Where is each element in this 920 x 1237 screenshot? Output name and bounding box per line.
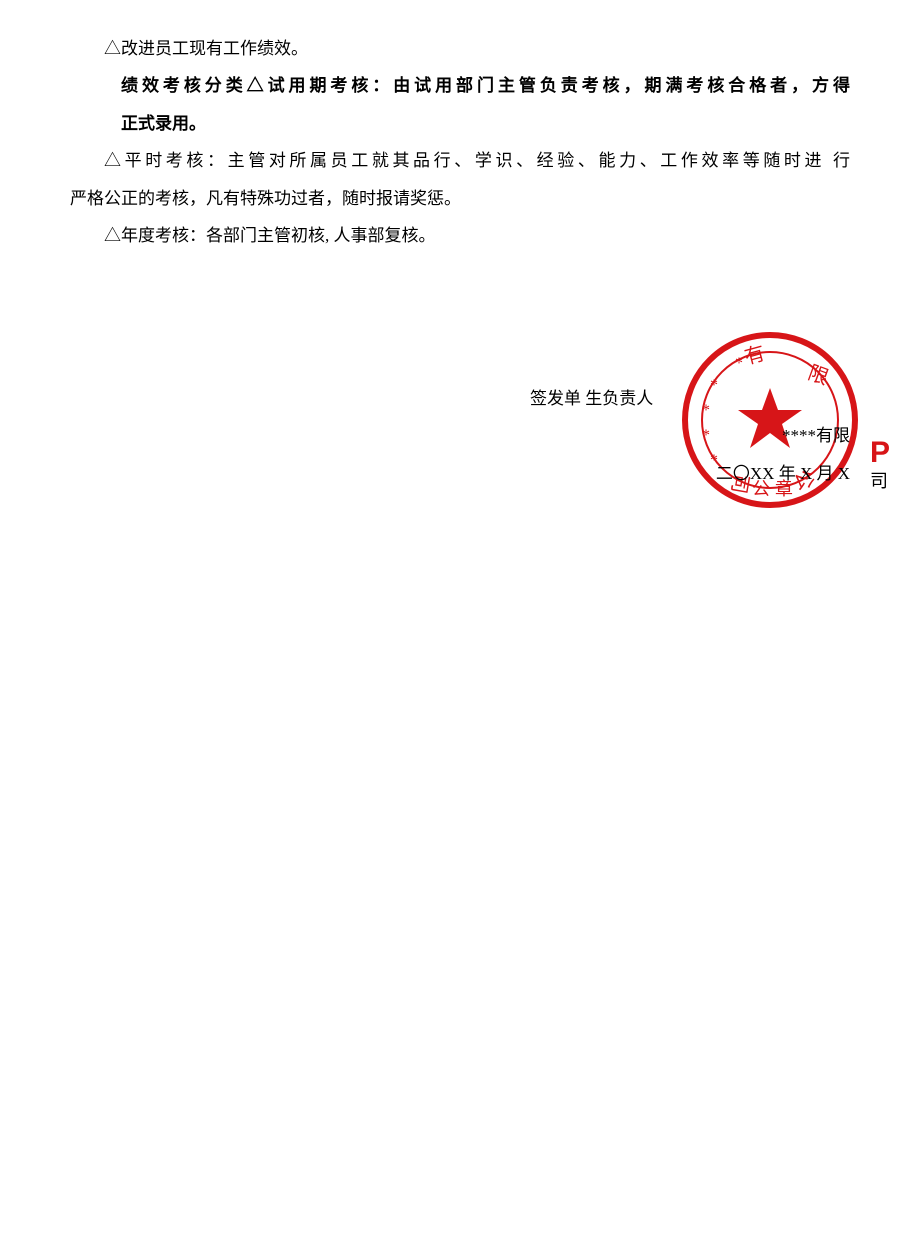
paragraph-2-line1: 绩效考核分类△试用期考核：由试用部门主管负责考核，期满考核合格者，方得 (70, 67, 850, 104)
paragraph-1: △改进员工现有工作绩效。 (70, 30, 850, 67)
side-character-si: 司 (870, 462, 888, 502)
issuer-label: 签发单 生负责人 (530, 380, 860, 417)
signature-block: 签发单 生负责人 ****有限 二〇XX 年 X 月 X (530, 380, 860, 492)
signature-date: 二〇XX 年 X 月 X (530, 455, 860, 492)
company-name: ****有限 (530, 417, 860, 454)
paragraph-3-line1: △平时考核：主管对所属员工就其品行、学识、经验、能力、工作效率等随时进 行 (70, 142, 850, 179)
paragraph-2-line2: 正式录用。 (70, 105, 850, 142)
paragraph-4: △年度考核：各部门主管初核, 人事部复核。 (70, 217, 850, 254)
svg-text:*: * (735, 355, 743, 372)
svg-text:有: 有 (742, 342, 767, 369)
paragraph-3-line2: 严格公正的考核，凡有特殊功过者，随时报请奖惩。 (70, 180, 850, 217)
document-content: △改进员工现有工作绩效。 绩效考核分类△试用期考核：由试用部门主管负责考核，期满… (70, 30, 850, 254)
